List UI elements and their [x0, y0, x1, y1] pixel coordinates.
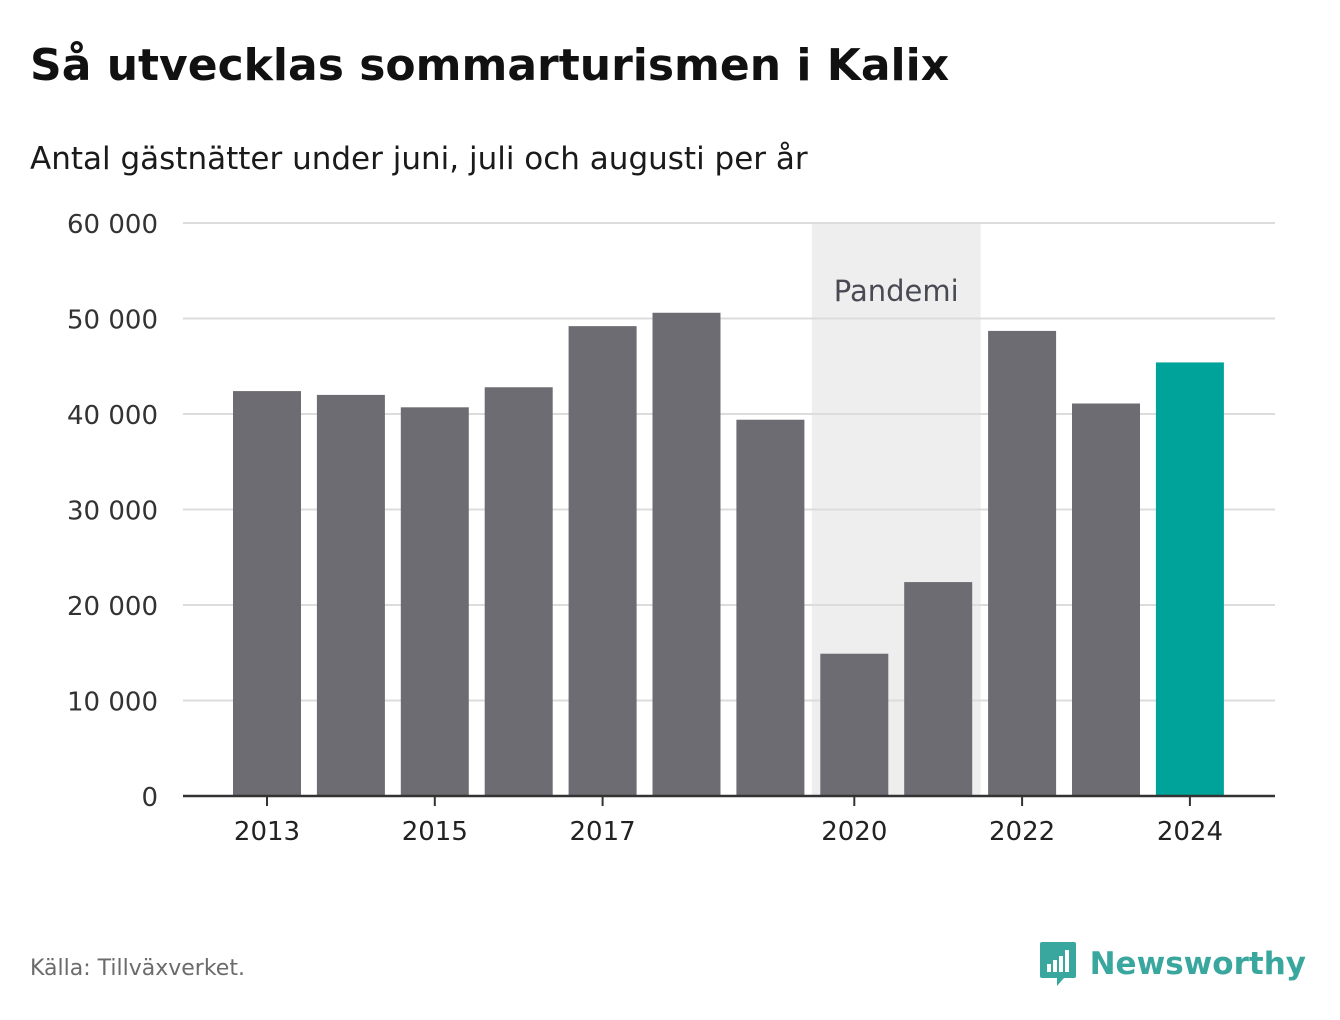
y-tick-label: 60 000 [67, 210, 158, 240]
bar-2021 [904, 582, 973, 796]
brand-name: Newsworthy [1089, 946, 1306, 982]
source-note: Källa: Tillväxverket. [30, 956, 245, 981]
bar-2018 [652, 312, 721, 796]
bar-chart: 0 10 000 20 000 30 000 40 000 50 000 60 000 Pan… [67, 210, 1275, 847]
bar-2022 [988, 330, 1057, 796]
x-tick-label: 2020 [821, 817, 887, 847]
x-tick-label: 2022 [989, 817, 1055, 847]
chart-subtitle: Antal gästnätter under juni, juli och au… [30, 141, 808, 177]
y-tick-label: 30 000 [67, 497, 158, 527]
bar-2016 [484, 387, 553, 796]
bar-2020 [820, 653, 889, 796]
bar-2017 [568, 326, 637, 796]
bar-2014 [316, 394, 385, 796]
y-tick-label: 20 000 [67, 592, 158, 622]
bar-2024 [1155, 362, 1224, 796]
bar-2013 [233, 391, 301, 796]
x-tick-label: 2017 [570, 817, 636, 847]
bar-2015 [400, 407, 469, 796]
y-tick-label: 40 000 [67, 401, 158, 431]
bar-2019 [736, 419, 805, 796]
newsworthy-logo: Newsworthy [1038, 940, 1306, 988]
y-tick-label: 50 000 [67, 306, 158, 336]
chart-title: Så utvecklas sommarturismen i Kalix [30, 40, 950, 91]
x-tick-label: 2013 [234, 817, 300, 847]
y-tick-label: 0 [141, 783, 158, 813]
x-tick-label: 2024 [1157, 817, 1223, 847]
pandemic-label: Pandemi [834, 274, 959, 308]
y-tick-label: 10 000 [67, 688, 158, 718]
bar-2023 [1072, 403, 1140, 796]
x-tick-label: 2015 [402, 817, 468, 847]
newsworthy-logo-icon [1039, 942, 1076, 986]
